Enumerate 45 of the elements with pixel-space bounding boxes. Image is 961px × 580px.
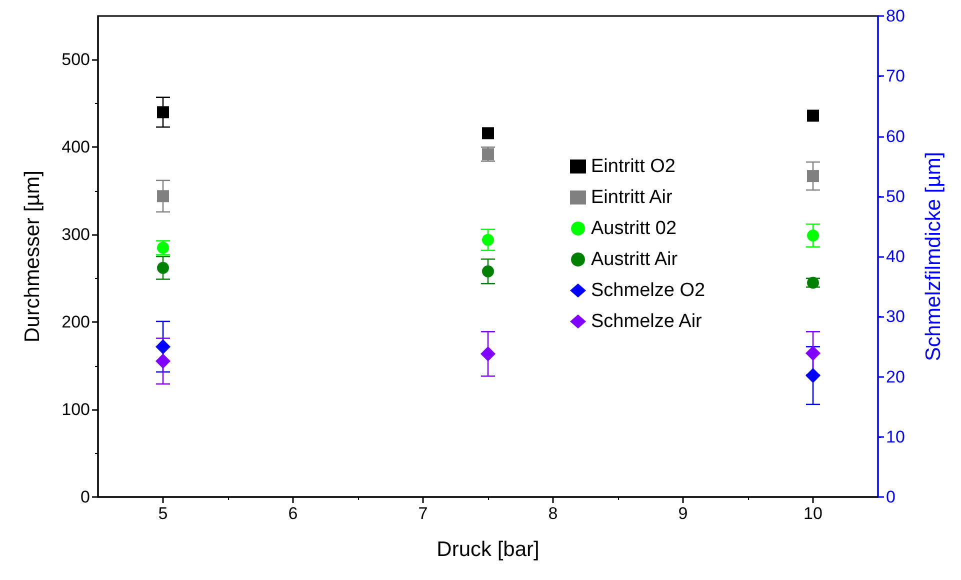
y-tick-label: 400 [62, 138, 90, 157]
point [480, 346, 496, 362]
y2-tick-label: 40 [886, 247, 905, 266]
y2-tick-label: 20 [886, 367, 905, 386]
legend-label: Eintritt O2 [591, 156, 676, 177]
x-tick-label: 7 [418, 504, 428, 523]
legend-label: Schmelze Air [591, 311, 703, 332]
y-tick-label: 500 [62, 50, 90, 70]
legend-label: Austritt Air [591, 249, 678, 270]
point [482, 127, 494, 140]
y-axis-title: Durchmesser [µm] [21, 170, 44, 342]
legend-label: Austritt 02 [591, 218, 677, 239]
y2-axis-title: Schmelzfilmdicke [µm] [922, 152, 945, 362]
y2-tick-label: 70 [886, 66, 905, 86]
legend-label: Eintritt Air [591, 187, 673, 208]
point [807, 230, 819, 242]
y-tick-label: 0 [80, 488, 90, 506]
y2-tick-label: 30 [886, 307, 905, 326]
point [157, 190, 169, 202]
x-axis-title: Druck [bar] [436, 538, 540, 561]
y2-tick-label: 50 [886, 186, 905, 206]
y2-tick-label: 60 [886, 126, 905, 146]
y2-tick-label: 80 [886, 6, 905, 26]
point [807, 110, 819, 122]
x-tick-label: 8 [548, 504, 558, 523]
point [806, 346, 820, 361]
x-tick-label: 6 [288, 504, 298, 523]
y-tick-label: 200 [62, 312, 90, 332]
legend-label: Schmelze O2 [591, 280, 706, 301]
point [157, 106, 169, 118]
x-tick-label: 9 [678, 504, 688, 523]
point [482, 234, 494, 246]
x-tick-label: 5 [158, 504, 168, 523]
point [156, 354, 170, 369]
y2-tick-label: 0 [886, 488, 896, 506]
x-tick-label: 10 [804, 504, 822, 523]
point [806, 368, 820, 384]
y-tick-label: 300 [62, 225, 90, 244]
point [157, 262, 169, 274]
y-tick-label: 100 [62, 400, 90, 420]
point [807, 170, 819, 182]
y2-tick-label: 10 [886, 427, 905, 446]
point [156, 339, 170, 354]
point [157, 242, 169, 254]
point [482, 265, 494, 278]
